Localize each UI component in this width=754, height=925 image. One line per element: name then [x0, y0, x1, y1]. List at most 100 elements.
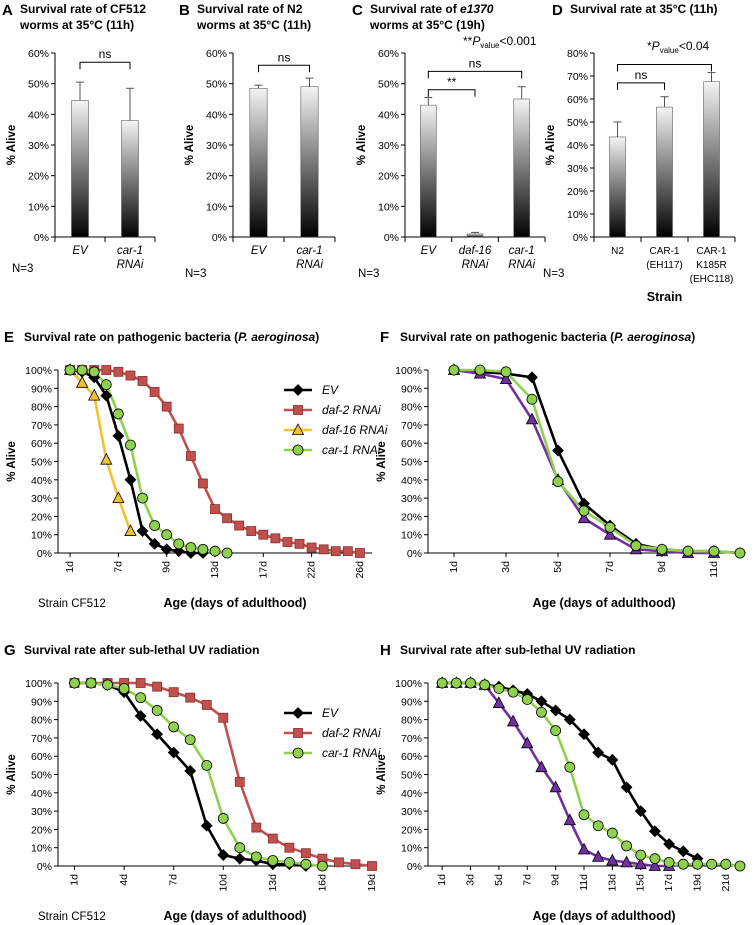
y-tick-label: 10% — [31, 530, 52, 542]
data-point — [221, 547, 233, 559]
data-point — [479, 679, 491, 691]
y-tick-label: 40% — [378, 109, 399, 121]
y-tick-label: 60% — [31, 438, 52, 450]
data-point — [185, 692, 196, 703]
panel-title: Survival rate on pathogenic bacteria (P.… — [400, 330, 695, 344]
data-point — [135, 692, 147, 704]
category-label: RNAi — [296, 259, 323, 271]
data-point — [634, 805, 647, 818]
legend-label: daf-2 RNAi — [322, 726, 381, 740]
legend-label: daf-2 RNAi — [322, 403, 381, 417]
data-point — [692, 858, 703, 870]
y-tick-label: 60% — [401, 438, 422, 450]
data-point — [283, 856, 295, 868]
panel-b: B Survival rate of N2 worms at 35°C (11h) 0… — [179, 2, 336, 280]
bar — [466, 233, 484, 238]
data-point — [436, 677, 448, 689]
legend-label: car-1 RNAi — [322, 443, 381, 457]
data-point — [465, 677, 476, 689]
data-point — [250, 851, 262, 863]
data-point — [292, 747, 304, 759]
y-tick-label: 80% — [567, 48, 588, 60]
data-point — [630, 540, 642, 552]
y-axis-label: % Alive — [6, 441, 18, 481]
data-point — [185, 542, 197, 553]
data-point — [112, 491, 125, 503]
category-label: car-1 — [117, 245, 143, 257]
data-point — [294, 538, 305, 549]
significance-bracket — [427, 89, 476, 97]
panel-letter: B — [179, 2, 190, 19]
data-point — [234, 842, 246, 854]
data-point — [367, 861, 377, 871]
data-point — [300, 848, 311, 859]
data-point — [251, 822, 262, 833]
data-point — [577, 842, 591, 855]
data-point — [500, 366, 512, 378]
data-point — [293, 728, 303, 738]
category-label: (EHC118) — [690, 274, 734, 285]
data-point — [88, 366, 100, 378]
data-point — [342, 546, 353, 557]
data-point — [151, 705, 163, 716]
data-point — [69, 677, 80, 689]
x-axis-label: Age (days of adulthood) — [532, 596, 675, 610]
x-tick-label: 22d — [306, 561, 318, 579]
x-tick-label: 7d — [112, 561, 124, 573]
y-axis-label: % Alive — [545, 125, 557, 165]
data-point — [592, 746, 605, 759]
panel-title: Survival rate at 35°C (11h) — [570, 2, 718, 16]
data-point — [552, 476, 564, 488]
bar — [609, 136, 626, 238]
x-tick-label: 7d — [168, 874, 180, 886]
data-point — [592, 849, 605, 862]
data-point — [535, 695, 548, 708]
y-tick-label: 30% — [31, 493, 52, 505]
category-label: RNAi — [462, 259, 489, 271]
y-tick-label: 80% — [401, 715, 422, 727]
data-point — [197, 543, 209, 555]
data-point — [151, 728, 164, 741]
data-point — [536, 706, 547, 718]
data-point — [292, 707, 304, 719]
y-tick-label: 30% — [206, 140, 227, 152]
data-point — [267, 833, 278, 844]
category-label: RNAi — [117, 259, 144, 271]
y-tick-label: 80% — [31, 715, 52, 727]
x-tick-label: 1d — [436, 874, 448, 886]
data-point — [663, 856, 675, 868]
x-tick-label: 19d — [691, 874, 703, 892]
n-note: N=3 — [12, 263, 33, 275]
bar — [513, 98, 530, 238]
legend-label: daf-16 RNAi — [322, 423, 388, 437]
y-tick-label: 40% — [401, 475, 422, 487]
x-tick-label: 10d — [217, 874, 229, 892]
y-tick-label: 0% — [212, 232, 227, 244]
data-point — [168, 721, 180, 733]
n-note: N=3 — [358, 268, 379, 280]
data-point — [100, 452, 113, 465]
data-point — [292, 384, 304, 396]
category-label: CAR-1 — [649, 246, 679, 257]
x-tick-label: 1d — [69, 874, 81, 886]
category-label: (EH117) — [646, 260, 683, 271]
data-point — [604, 521, 616, 533]
data-point — [564, 761, 576, 773]
y-tick-label: 30% — [567, 163, 588, 175]
bar — [703, 81, 720, 238]
significance-label: ** — [447, 75, 457, 89]
data-point — [184, 764, 197, 777]
data-point — [184, 734, 196, 746]
panel-letter: E — [4, 329, 14, 346]
data-point — [112, 408, 124, 420]
data-point — [160, 543, 173, 556]
data-point — [677, 845, 690, 858]
panel-title: Survival rate of e1370 — [370, 2, 494, 16]
panel-a: A Survival rate of CF512 worms at 35°C (11… — [2, 2, 156, 275]
x-tick-label: 7d — [604, 561, 616, 573]
data-point — [88, 388, 101, 401]
data-point — [101, 365, 112, 375]
x-tick-label: 9d — [550, 874, 562, 886]
y-axis-label: % Alive — [376, 441, 388, 481]
